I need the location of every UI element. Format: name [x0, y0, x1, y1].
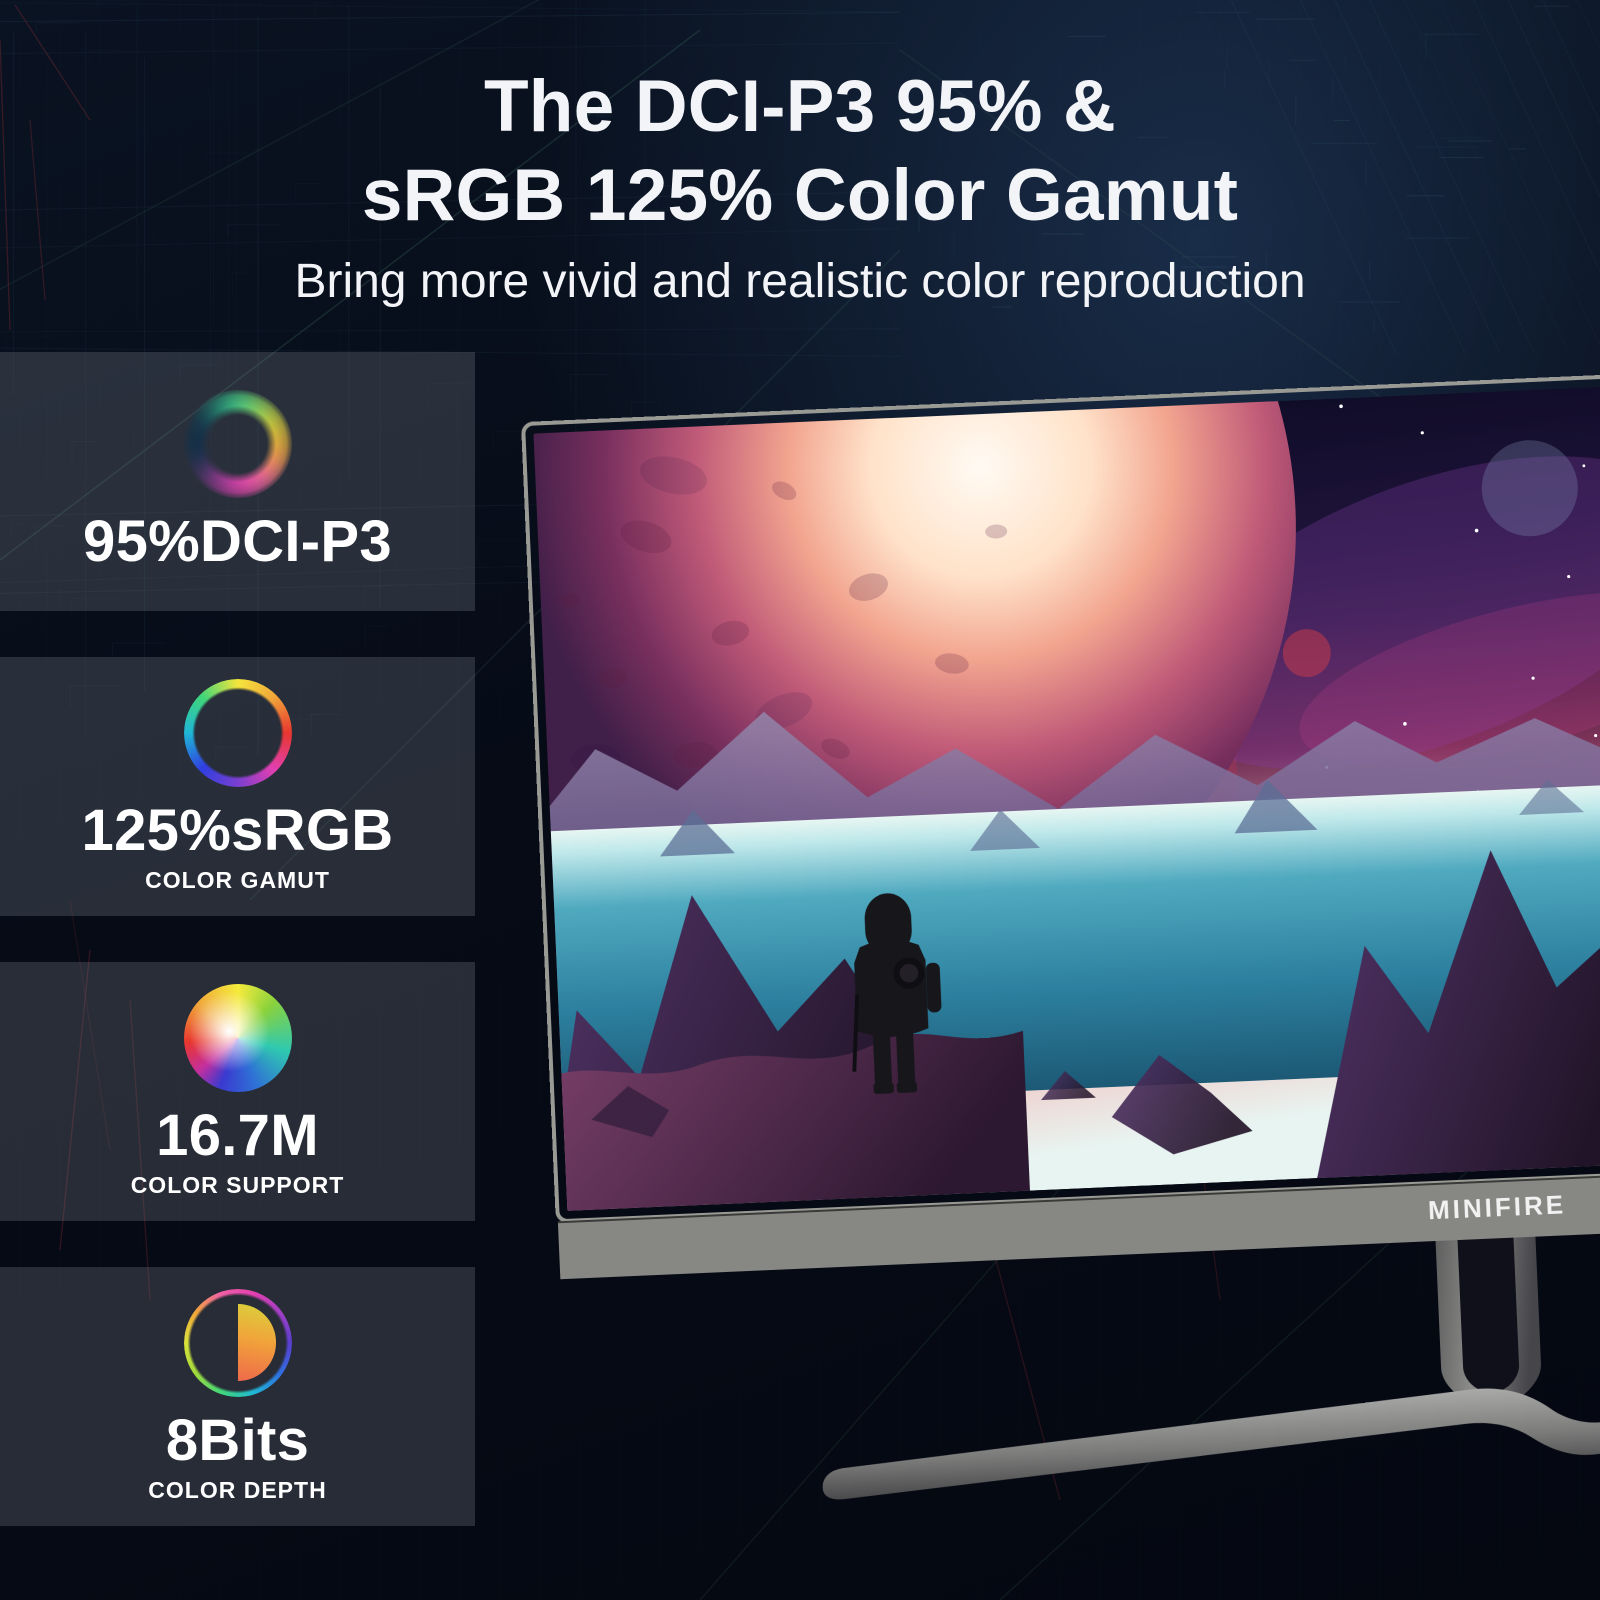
svg-text:MINIFIRE: MINIFIRE — [1427, 1189, 1566, 1225]
